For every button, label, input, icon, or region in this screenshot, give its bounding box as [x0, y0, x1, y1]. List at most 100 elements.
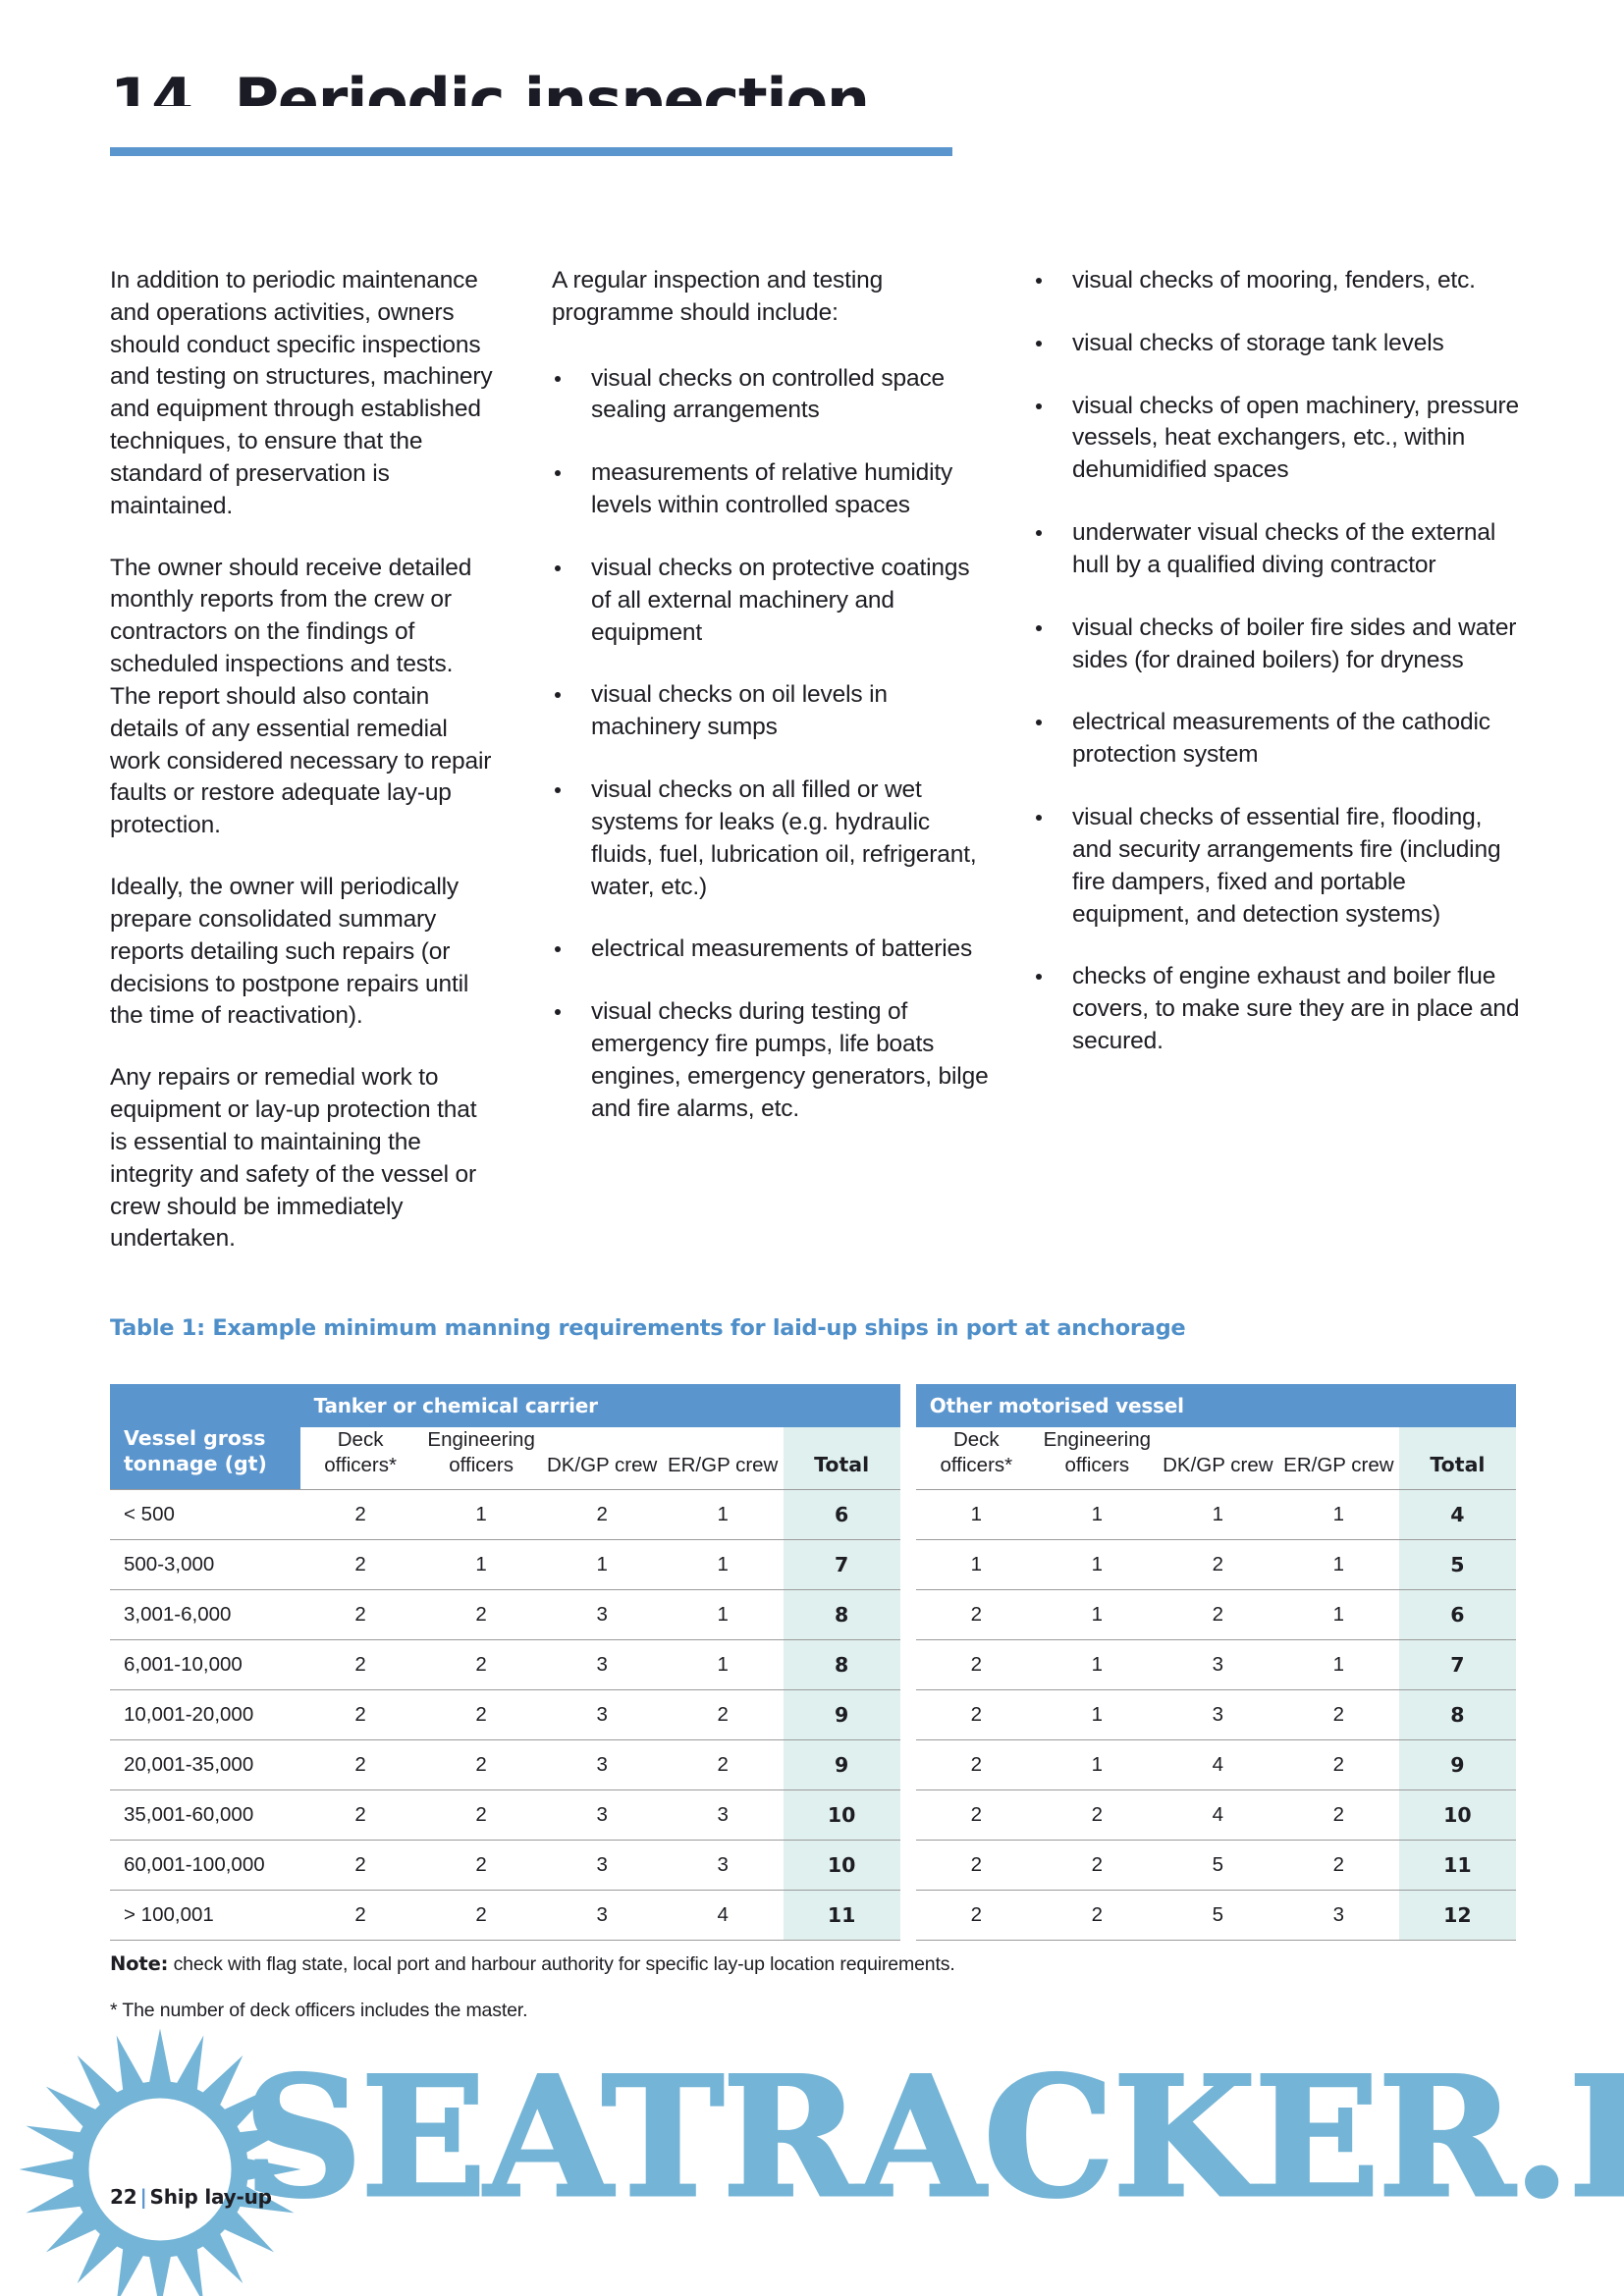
- other-value-cell: 1: [915, 1489, 1037, 1541]
- tanker-value-cell: 2: [420, 1840, 542, 1892]
- other-value-cell: 2: [1036, 1840, 1158, 1892]
- tanker-value-cell: 3: [541, 1589, 663, 1641]
- watermark-text: SEATRACKER.RU: [243, 2040, 1624, 2234]
- paragraph: The owner should receive detailed monthl…: [110, 554, 492, 839]
- table-row: 500-3,000 2 1 1 1 7 1 1 2 1 5: [110, 1539, 1516, 1591]
- other-value-cell: 3: [1157, 1689, 1278, 1741]
- other-total-cell: 5: [1398, 1539, 1516, 1591]
- other-value-cell: 2: [1277, 1689, 1399, 1741]
- table-row: < 500 2 1 2 1 6 1 1 1 1 4: [110, 1489, 1516, 1541]
- subheader-tanker-engineering-officers: Engineering officers: [427, 1428, 535, 1476]
- subheader-other-ergp-crew: ER/GP crew: [1283, 1453, 1394, 1476]
- tanker-value-cell: 2: [420, 1890, 542, 1942]
- tanker-value-cell: 2: [299, 1890, 421, 1942]
- table-row: 20,001-35,000 2 2 3 2 9 2 1 4 2 9: [110, 1739, 1516, 1791]
- bullet-dot-icon: [1036, 402, 1042, 409]
- tanker-total-cell: 7: [783, 1539, 900, 1591]
- tanker-value-cell: 1: [662, 1639, 784, 1691]
- tanker-total-cell: 10: [783, 1840, 900, 1892]
- table-caption: Table 1: Example minimum manning require…: [110, 1315, 1186, 1341]
- tanker-value-cell: 2: [299, 1589, 421, 1641]
- column-right: visual checks of mooring, fenders, etc. …: [1033, 265, 1524, 1285]
- other-value-cell: 1: [1277, 1489, 1399, 1541]
- tanker-value-cell: 3: [541, 1789, 663, 1842]
- other-total-cell: 6: [1398, 1589, 1516, 1641]
- other-value-cell: 2: [915, 1589, 1037, 1641]
- bullet-dot-icon: [1036, 815, 1042, 822]
- list-item: measurements of relative humidity levels…: [552, 457, 994, 522]
- row-gap-cell: [900, 1590, 916, 1640]
- tanker-value-cell: 2: [662, 1739, 784, 1791]
- row-gap-cell: [900, 1540, 916, 1590]
- table-body: < 500 2 1 2 1 6 1 1 1 1 4 500-3,000 2 1 1 1 7 1 1 2 1 5 3,001-…: [110, 1489, 1516, 1942]
- body-columns: In addition to periodic maintenance and …: [110, 265, 1524, 1285]
- other-total-cell: 9: [1398, 1739, 1516, 1791]
- list-item: electrical measurements of batteries: [552, 934, 994, 966]
- table-row: > 100,001 2 2 3 4 11 2 2 5 3 12: [110, 1890, 1516, 1942]
- subheader-tanker-total: Total: [783, 1427, 900, 1490]
- subheader-other-deck-officers: Deck officers*: [940, 1428, 1013, 1476]
- column-middle: A regular inspection and testing program…: [552, 265, 1033, 1285]
- tanker-value-cell: 2: [420, 1739, 542, 1791]
- other-value-cell: 1: [1277, 1539, 1399, 1591]
- list-item-label: visual checks of boiler fire sides and w…: [1072, 614, 1517, 673]
- list-item: electrical measurements of the cathodic …: [1033, 707, 1524, 772]
- bullet-dot-icon: [555, 946, 561, 953]
- tanker-value-cell: 2: [299, 1639, 421, 1691]
- paragraph: In addition to periodic maintenance and …: [110, 267, 493, 519]
- tanker-value-cell: 3: [541, 1689, 663, 1741]
- list-intro-text: A regular inspection and testing program…: [552, 267, 884, 326]
- other-value-cell: 2: [1036, 1890, 1158, 1942]
- tanker-value-cell: 3: [541, 1890, 663, 1942]
- row-label-cell: 10,001-20,000: [110, 1689, 300, 1741]
- other-value-cell: 2: [915, 1739, 1037, 1791]
- tanker-value-cell: 1: [662, 1539, 784, 1591]
- tanker-value-cell: 2: [420, 1689, 542, 1741]
- row-gap-cell: [900, 1490, 916, 1540]
- other-value-cell: 2: [1277, 1789, 1399, 1842]
- sun-icon: [19, 2028, 301, 2296]
- other-value-cell: 2: [1277, 1840, 1399, 1892]
- list-item: visual checks of open machinery, pressur…: [1033, 391, 1524, 487]
- tanker-value-cell: 2: [662, 1689, 784, 1741]
- tanker-value-cell: 3: [541, 1840, 663, 1892]
- other-value-cell: 1: [1036, 1489, 1158, 1541]
- bullet-dot-icon: [555, 564, 561, 571]
- list-item: visual checks on oil levels in machinery…: [552, 679, 994, 744]
- list-item: checks of engine exhaust and boiler flue…: [1033, 961, 1524, 1057]
- other-value-cell: 5: [1157, 1890, 1278, 1942]
- inspection-checklist-middle: visual checks on controlled space sealin…: [552, 363, 994, 1126]
- footer-separator: |: [139, 2185, 147, 2209]
- tanker-total-cell: 11: [783, 1890, 900, 1942]
- bullet-dot-icon: [1036, 530, 1042, 537]
- list-item-label: visual checks of open machinery, pressur…: [1072, 392, 1520, 484]
- tanker-value-cell: 1: [662, 1589, 784, 1641]
- table-row: 6,001-10,000 2 2 3 1 8 2 1 3 1 7: [110, 1639, 1516, 1691]
- note-footnote: * The number of deck officers includes t…: [110, 2000, 528, 2022]
- inspection-checklist-right: visual checks of mooring, fenders, etc. …: [1033, 265, 1524, 1058]
- list-item: underwater visual checks of the external…: [1033, 517, 1524, 582]
- other-value-cell: 2: [915, 1890, 1037, 1942]
- table-head: Vessel gross tonnage (gt) Tanker or chem…: [110, 1384, 1516, 1490]
- row-label-cell: 60,001-100,000: [110, 1840, 300, 1892]
- manning-table-container: Vessel gross tonnage (gt) Tanker or chem…: [110, 1384, 1516, 1942]
- tanker-value-cell: 3: [541, 1739, 663, 1791]
- bullet-dot-icon: [1036, 624, 1042, 631]
- watermark-highlight-band: [0, 106, 1624, 141]
- bullet-dot-icon: [555, 470, 561, 477]
- group-header-tanker: Tanker or chemical carrier: [299, 1384, 900, 1427]
- other-value-cell: 4: [1157, 1789, 1278, 1842]
- tanker-value-cell: 4: [662, 1890, 784, 1942]
- footer-page-number: 22: [110, 2185, 137, 2209]
- other-value-cell: 1: [1036, 1539, 1158, 1591]
- list-item-label: visual checks on protective coatings of …: [591, 554, 970, 646]
- table-corner-header: Vessel gross tonnage (gt): [110, 1384, 300, 1490]
- list-item: visual checks of boiler fire sides and w…: [1033, 613, 1524, 677]
- bullet-dot-icon: [555, 692, 561, 699]
- list-item-label: checks of engine exhaust and boiler flue…: [1072, 963, 1520, 1055]
- other-value-cell: 5: [1157, 1840, 1278, 1892]
- other-total-cell: 11: [1398, 1840, 1516, 1892]
- bullet-dot-icon: [1036, 278, 1042, 284]
- column-left: In addition to periodic maintenance and …: [110, 265, 552, 1285]
- tanker-total-cell: 9: [783, 1689, 900, 1741]
